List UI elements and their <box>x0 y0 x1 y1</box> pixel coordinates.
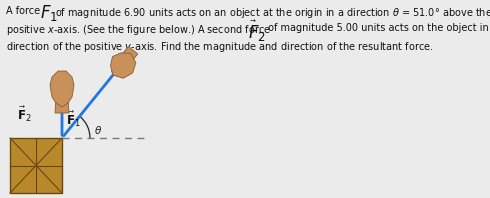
Text: A force: A force <box>6 6 43 16</box>
Text: of magnitude 5.00 units acts on the object in the: of magnitude 5.00 units acts on the obje… <box>265 23 490 33</box>
Text: $\theta$: $\theta$ <box>94 124 102 136</box>
Polygon shape <box>111 53 136 78</box>
Text: $\vec{\mathbf{F}}_2$: $\vec{\mathbf{F}}_2$ <box>18 105 32 124</box>
Text: positive $x$-axis. (See the figure below.) A second force: positive $x$-axis. (See the figure below… <box>6 23 271 37</box>
Text: $\mathit{F}_1$: $\mathit{F}_1$ <box>40 3 58 23</box>
Text: $\vec{\mathbf{F}}_1$: $\vec{\mathbf{F}}_1$ <box>66 110 81 129</box>
Text: of magnitude 6.90 units acts on an object at the origin in a direction $\theta$ : of magnitude 6.90 units acts on an objec… <box>55 6 490 20</box>
Polygon shape <box>117 46 138 68</box>
Text: direction of the positive $y$-axis. Find the magnitude and direction of the resu: direction of the positive $y$-axis. Find… <box>6 40 434 54</box>
Bar <box>10 138 62 193</box>
Polygon shape <box>55 97 69 113</box>
Text: $\rightarrow$: $\rightarrow$ <box>248 18 257 24</box>
Polygon shape <box>50 71 74 107</box>
Text: $\mathit{F}_2$: $\mathit{F}_2$ <box>248 23 266 43</box>
